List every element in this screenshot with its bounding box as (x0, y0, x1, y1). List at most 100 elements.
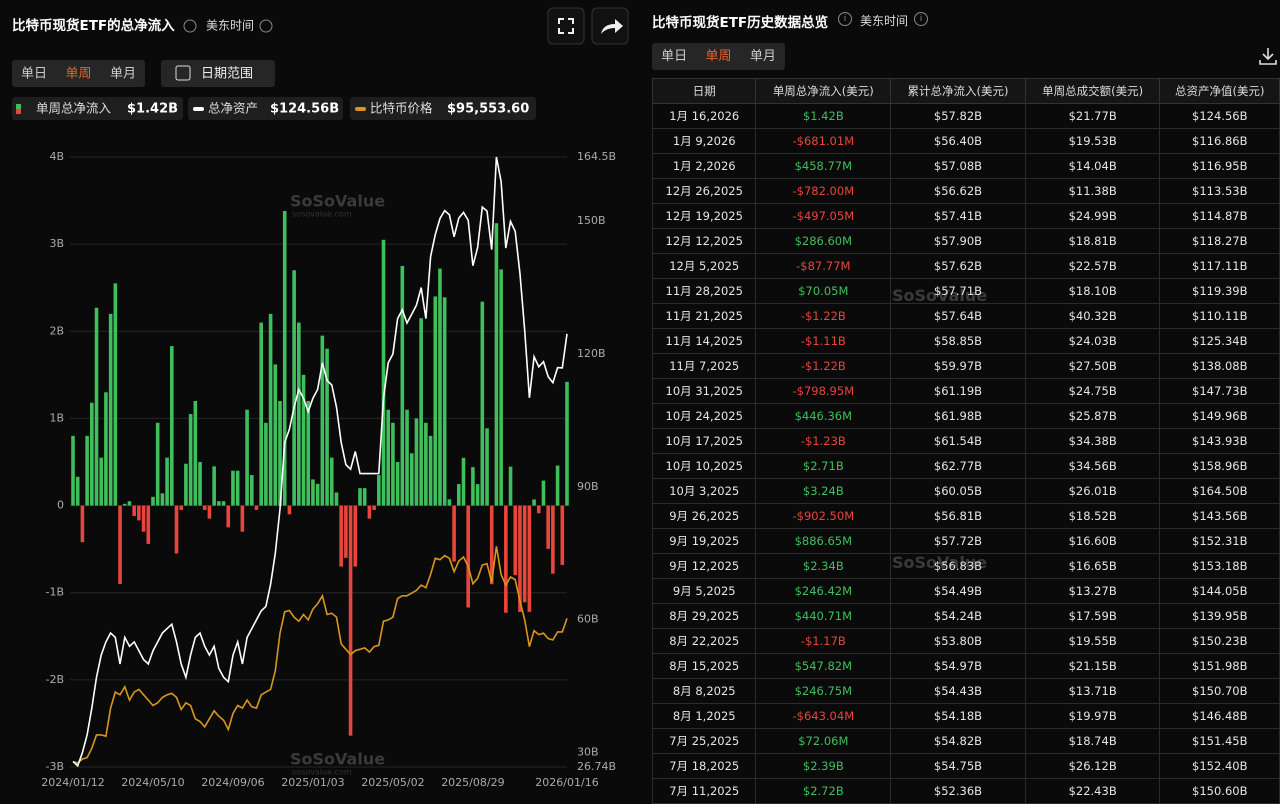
bar (217, 501, 221, 506)
legend-chip[interactable] (188, 97, 343, 120)
bar (504, 505, 508, 613)
y2-tick-label: 26.74B (577, 760, 616, 773)
bar (565, 381, 569, 506)
bar (555, 465, 560, 506)
value-cell: $24.75B (1024, 378, 1161, 404)
bar (377, 475, 381, 506)
bar (301, 374, 306, 506)
value-cell: $2.39B (755, 753, 892, 779)
bar (165, 457, 169, 506)
date-cell: 12月 12,2025 (651, 228, 757, 254)
value-cell: -$643.04M (755, 703, 892, 729)
bar (287, 505, 292, 515)
bar (193, 401, 198, 506)
bar (522, 505, 527, 603)
info-icon[interactable]: i (838, 12, 852, 26)
legend-chip[interactable] (12, 97, 183, 120)
value-cell: $151.98B (1159, 653, 1280, 679)
y-tick-label: 1B (49, 411, 64, 424)
date-cell: 1月 9,2026 (651, 128, 757, 154)
date-cell: 9月 26,2025 (651, 503, 757, 529)
bar (184, 463, 188, 506)
value-cell: $18.10B (1024, 278, 1161, 304)
bar (268, 313, 273, 506)
info-icon[interactable] (259, 19, 273, 33)
value-cell: $158.96B (1159, 453, 1280, 479)
value-cell: $2.34B (755, 553, 892, 579)
table-row: 11月 7,2025 -$1.22B $59.97B $27.50B $138.08B (651, 353, 1280, 379)
bar (461, 457, 466, 506)
watermark-domain: sosovalue.com (292, 210, 352, 219)
column-header: 单周总成交额(美元) (1024, 78, 1161, 104)
legend-icon (193, 107, 204, 111)
info-icon[interactable]: i (914, 12, 928, 26)
tab[interactable]: 单日 (21, 67, 47, 82)
value-cell: $18.52B (1024, 503, 1161, 529)
legend-value: $1.42B (127, 102, 178, 117)
table-title: 比特币现货ETF历史数据总览 (652, 15, 829, 31)
y2-tick-label: 90B (577, 480, 599, 493)
value-cell: $164.50B (1159, 478, 1280, 504)
x-tick-label: 2025/05/02 (361, 776, 424, 789)
value-cell: $40.32B (1024, 303, 1161, 329)
chart-title: 比特币现货ETF的总净流入 (12, 17, 175, 34)
tab[interactable]: 单周 (65, 67, 91, 82)
value-cell: $62.77B (890, 453, 1026, 479)
tab[interactable]: 单月 (110, 67, 136, 82)
date-cell: 11月 14,2025 (651, 328, 757, 354)
value-cell: $125.34B (1159, 328, 1280, 354)
table-row: 10月 10,2025 $2.71B $62.77B $34.56B $158.96B (651, 453, 1280, 479)
value-cell: $54.18B (890, 703, 1026, 729)
value-cell: $124.56B (1159, 103, 1280, 129)
value-cell: $14.04B (1024, 153, 1161, 179)
legend-chip[interactable] (350, 97, 536, 120)
date-cell: 10月 31,2025 (651, 378, 757, 404)
column-header: 单周总净流入(美元) (755, 78, 892, 104)
download-icon[interactable] (1258, 46, 1278, 66)
fullscreen-button[interactable] (547, 7, 585, 45)
y-tick-label: -3B (45, 760, 64, 773)
bar (438, 268, 442, 506)
bar (282, 211, 287, 506)
table-row: 9月 26,2025 -$902.50M $56.81B $18.52B $143.56… (651, 503, 1280, 529)
table-row: 1月 2,2026 $458.77M $57.08B $14.04B $116.95B (651, 153, 1280, 179)
legend-label: 单周总净流入 (36, 101, 112, 116)
bar (325, 348, 329, 506)
table-row: 10月 24,2025 $446.36M $61.98B $25.87B $149.96… (651, 403, 1280, 429)
value-cell: $246.75M (755, 678, 892, 704)
info-icon[interactable] (183, 19, 197, 33)
value-cell: $19.97B (1024, 703, 1161, 729)
bar (348, 505, 353, 736)
bar (174, 505, 179, 554)
legend-icon (355, 107, 366, 111)
tab[interactable]: 单周 (705, 49, 732, 64)
bar (113, 283, 118, 506)
bar (551, 505, 555, 574)
bar (85, 435, 89, 506)
tabs: 单日 单周 单月 (652, 43, 785, 70)
table-row: 12月 26,2025 -$782.00M $56.62B $11.38B $113.5… (651, 178, 1280, 204)
bar (532, 499, 536, 506)
bar (386, 409, 391, 506)
bar (405, 409, 409, 506)
value-cell: $25.87B (1024, 403, 1161, 429)
tab[interactable]: 单日 (661, 49, 688, 64)
value-cell: $286.60M (755, 228, 892, 254)
x-tick-label: 2024/05/10 (121, 776, 184, 789)
bar (278, 401, 282, 506)
bar (202, 505, 207, 510)
tab[interactable]: 单月 (749, 49, 776, 64)
bar (108, 313, 113, 506)
bar (71, 435, 75, 506)
bar (489, 505, 494, 585)
value-cell: $116.86B (1159, 128, 1280, 154)
bar (231, 470, 235, 506)
bar (527, 505, 532, 612)
value-cell: $147.73B (1159, 378, 1280, 404)
value-cell: $458.77M (755, 153, 892, 179)
value-cell: -$1.22B (755, 353, 892, 379)
value-cell: $58.85B (890, 328, 1026, 354)
bar (99, 457, 104, 506)
value-cell: $54.97B (890, 653, 1026, 679)
